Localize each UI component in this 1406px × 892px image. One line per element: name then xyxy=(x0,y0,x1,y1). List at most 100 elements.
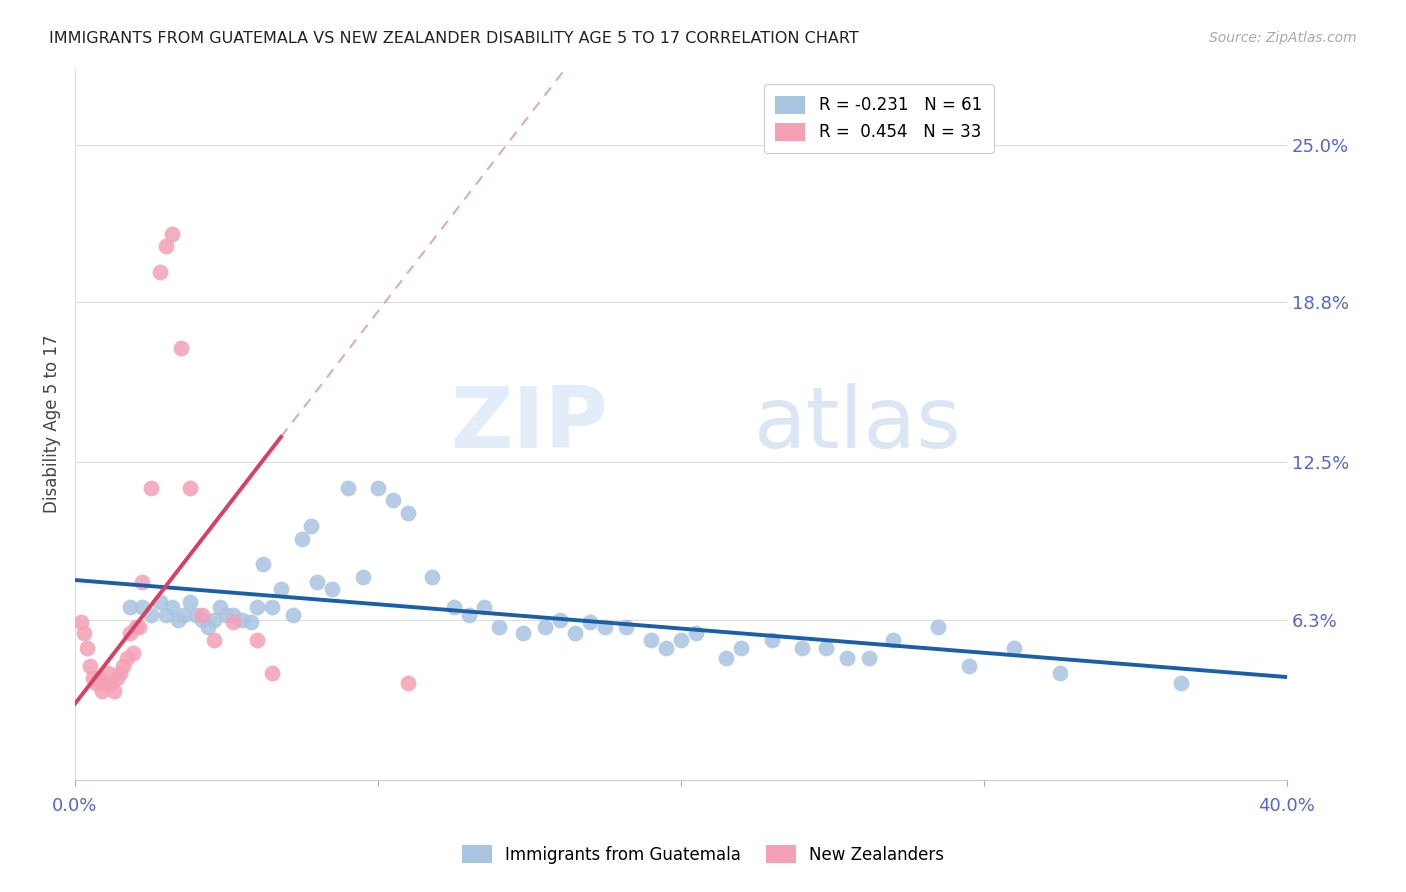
Point xyxy=(1049,666,1071,681)
Point xyxy=(124,620,146,634)
Point xyxy=(564,625,586,640)
Point xyxy=(1170,676,1192,690)
Point xyxy=(186,607,208,622)
Point xyxy=(139,481,162,495)
Point xyxy=(321,582,343,597)
Point xyxy=(533,620,555,634)
Point xyxy=(260,600,283,615)
Point xyxy=(396,506,419,520)
Point xyxy=(110,666,132,681)
Point xyxy=(1002,640,1025,655)
Point xyxy=(209,600,232,615)
Point xyxy=(170,341,193,355)
Point xyxy=(307,574,329,589)
Point xyxy=(149,595,172,609)
Point xyxy=(115,651,138,665)
Point xyxy=(281,607,304,622)
Point xyxy=(231,613,253,627)
Point xyxy=(367,481,389,495)
Point xyxy=(221,607,243,622)
Point xyxy=(422,569,444,583)
Point xyxy=(457,607,479,622)
Point xyxy=(155,239,177,253)
Point xyxy=(118,600,141,615)
Point xyxy=(593,620,616,634)
Point xyxy=(79,658,101,673)
Point xyxy=(202,633,225,648)
Point xyxy=(548,613,571,627)
Point xyxy=(246,600,269,615)
Point xyxy=(472,600,495,615)
Point xyxy=(858,651,880,665)
Point xyxy=(155,607,177,622)
Y-axis label: Disability Age 5 to 17: Disability Age 5 to 17 xyxy=(44,335,60,514)
Point xyxy=(89,671,111,685)
Point xyxy=(73,625,96,640)
Point xyxy=(91,684,114,698)
Text: atlas: atlas xyxy=(754,383,962,466)
Point xyxy=(382,493,405,508)
Point xyxy=(202,613,225,627)
Point xyxy=(221,615,243,630)
Point xyxy=(107,671,129,685)
Point xyxy=(654,640,676,655)
Legend: Immigrants from Guatemala, New Zealanders: Immigrants from Guatemala, New Zealander… xyxy=(456,838,950,871)
Point xyxy=(730,640,752,655)
Point xyxy=(100,676,122,690)
Point xyxy=(173,607,195,622)
Text: IMMIGRANTS FROM GUATEMALA VS NEW ZEALANDER DISABILITY AGE 5 TO 17 CORRELATION CH: IMMIGRANTS FROM GUATEMALA VS NEW ZEALAND… xyxy=(49,31,859,46)
Point xyxy=(260,666,283,681)
Point xyxy=(179,595,201,609)
Point xyxy=(761,633,783,648)
Point xyxy=(352,569,374,583)
Point xyxy=(669,633,692,648)
Point xyxy=(299,518,322,533)
Point xyxy=(837,651,859,665)
Text: ZIP: ZIP xyxy=(450,383,609,466)
Point xyxy=(191,607,214,622)
Point xyxy=(252,557,274,571)
Point xyxy=(270,582,292,597)
Text: Source: ZipAtlas.com: Source: ZipAtlas.com xyxy=(1209,31,1357,45)
Point xyxy=(160,600,183,615)
Point xyxy=(815,640,838,655)
Point xyxy=(927,620,949,634)
Point xyxy=(640,633,662,648)
Point xyxy=(179,481,201,495)
Point xyxy=(118,625,141,640)
Point xyxy=(76,640,98,655)
Point xyxy=(246,633,269,648)
Point xyxy=(70,615,93,630)
Legend: R = -0.231   N = 61, R =  0.454   N = 33: R = -0.231 N = 61, R = 0.454 N = 33 xyxy=(763,84,994,153)
Point xyxy=(191,613,214,627)
Point xyxy=(94,676,117,690)
Point xyxy=(790,640,813,655)
Point xyxy=(128,620,150,634)
Point xyxy=(103,684,125,698)
Point xyxy=(685,625,707,640)
Point xyxy=(167,613,190,627)
Point xyxy=(291,532,314,546)
Point xyxy=(488,620,510,634)
Point xyxy=(882,633,904,648)
Point xyxy=(716,651,738,665)
Point xyxy=(131,574,153,589)
Point xyxy=(239,615,262,630)
Point xyxy=(139,607,162,622)
Point xyxy=(112,658,135,673)
Point xyxy=(82,671,104,685)
Point xyxy=(84,676,107,690)
Point xyxy=(957,658,980,673)
Point xyxy=(512,625,534,640)
Point xyxy=(131,600,153,615)
Point xyxy=(215,607,238,622)
Point xyxy=(579,615,602,630)
Point xyxy=(197,620,219,634)
Point xyxy=(160,227,183,241)
Point xyxy=(614,620,637,634)
Point xyxy=(121,646,143,660)
Point xyxy=(149,265,172,279)
Point xyxy=(336,481,359,495)
Point xyxy=(443,600,465,615)
Point xyxy=(396,676,419,690)
